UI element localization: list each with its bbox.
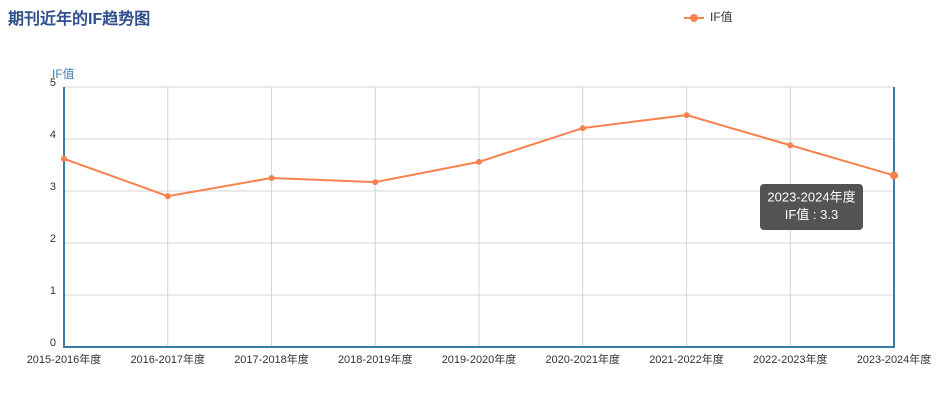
data-point	[164, 193, 171, 200]
x-tick-label: 2019-2020年度	[442, 352, 517, 366]
x-tick-label: 2022-2023年度	[753, 352, 828, 366]
y-axis-label: IF值	[52, 66, 75, 81]
chart-title: 期刊近年的IF趋势图	[8, 9, 150, 28]
tooltip-value: IF值 : 3.3	[785, 207, 838, 222]
data-point	[61, 155, 67, 162]
data-point	[476, 158, 482, 165]
y-tick-label: 1	[50, 285, 56, 297]
y-tick-label: 3	[50, 181, 56, 193]
data-point	[683, 112, 690, 119]
legend-marker	[690, 14, 698, 22]
y-tick-label: 0	[50, 337, 56, 349]
x-tick-label: 2017-2018年度	[234, 352, 309, 366]
x-tick-label: 2015-2016年度	[27, 352, 102, 366]
tooltip	[760, 184, 863, 230]
x-tick-label: 2018-2019年度	[338, 352, 413, 366]
data-point	[372, 179, 379, 186]
legend-label: IF值	[710, 9, 733, 24]
y-tick-label: 5	[50, 77, 56, 89]
data-point	[787, 142, 794, 149]
tooltip-number: 3.3	[820, 207, 838, 222]
tooltip-series: IF值	[785, 207, 810, 222]
data-point	[890, 171, 898, 180]
y-tick-label: 4	[50, 129, 56, 141]
x-tick-label: 2020-2021年度	[545, 352, 620, 366]
data-point	[579, 125, 586, 132]
x-tick-label: 2023-2024年度	[857, 352, 932, 366]
tooltip-title: 2023-2024年度	[767, 189, 855, 204]
x-tick-label: 2016-2017年度	[130, 352, 205, 366]
tooltip-separator: :	[809, 207, 820, 222]
x-tick-label: 2021-2022年度	[649, 352, 724, 366]
y-tick-label: 2	[50, 233, 56, 245]
data-point	[268, 175, 275, 181]
